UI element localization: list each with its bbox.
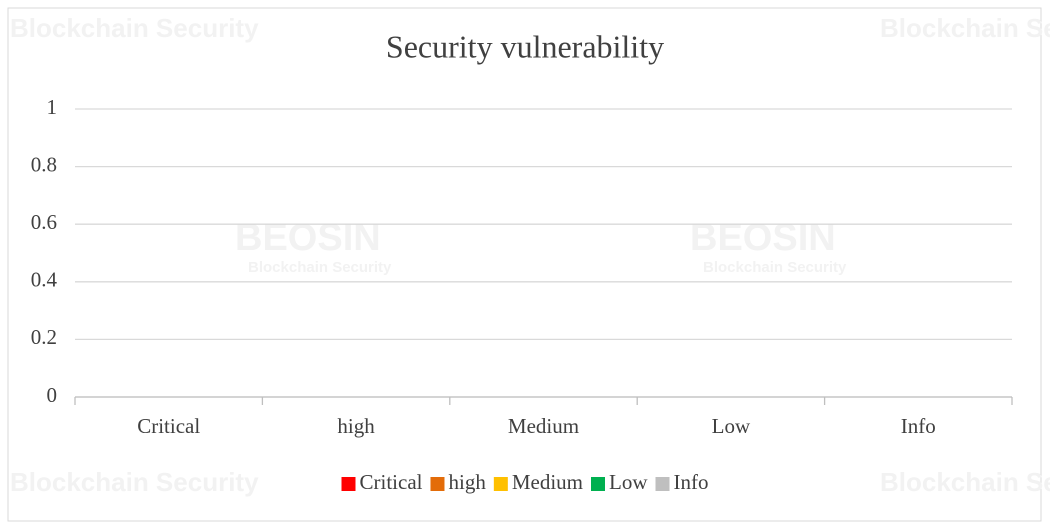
x-tick-label: Medium — [508, 414, 579, 438]
legend-swatch — [430, 477, 445, 491]
legend-swatch — [341, 477, 356, 491]
watermark-brand: BEOSIN — [690, 217, 836, 259]
y-tick-label: 1 — [47, 95, 58, 119]
x-tick-label: Low — [712, 414, 751, 438]
y-tick-label: 0.8 — [31, 152, 57, 176]
legend-label: Medium — [512, 470, 583, 494]
watermark-tagline: Blockchain Security — [880, 13, 1050, 43]
watermark-tagline: Blockchain Security — [880, 467, 1050, 497]
watermark-tagline: Blockchain Security — [248, 259, 392, 276]
legend-label: Critical — [360, 470, 423, 494]
x-tick-label: Critical — [137, 414, 200, 438]
legend: Critical high Medium Low Info — [341, 470, 709, 494]
watermarks: BEOSIN Blockchain Security BEOSIN Blockc… — [10, 13, 1050, 497]
legend-label: Low — [609, 470, 648, 494]
watermark-tagline: Blockchain Security — [10, 467, 259, 497]
chart-title: Security vulnerability — [386, 28, 664, 64]
y-tick-label: 0 — [47, 383, 58, 407]
y-tick-label: 0.2 — [31, 325, 57, 349]
watermark-brand: BEOSIN — [235, 217, 381, 259]
legend-swatch — [591, 477, 605, 491]
legend-label: Info — [674, 470, 709, 494]
legend-swatch — [493, 477, 508, 491]
y-tick-label: 0.4 — [31, 268, 58, 292]
y-tick-label: 0.6 — [31, 210, 57, 234]
legend-swatch — [655, 477, 670, 491]
x-tick-label: high — [337, 414, 375, 438]
watermark-tagline: Blockchain Security — [703, 259, 847, 276]
legend-label: high — [448, 470, 486, 494]
watermark-tagline: Blockchain Security — [10, 13, 259, 43]
chart-frame — [7, 7, 1042, 522]
x-tick-label: Info — [901, 414, 936, 438]
